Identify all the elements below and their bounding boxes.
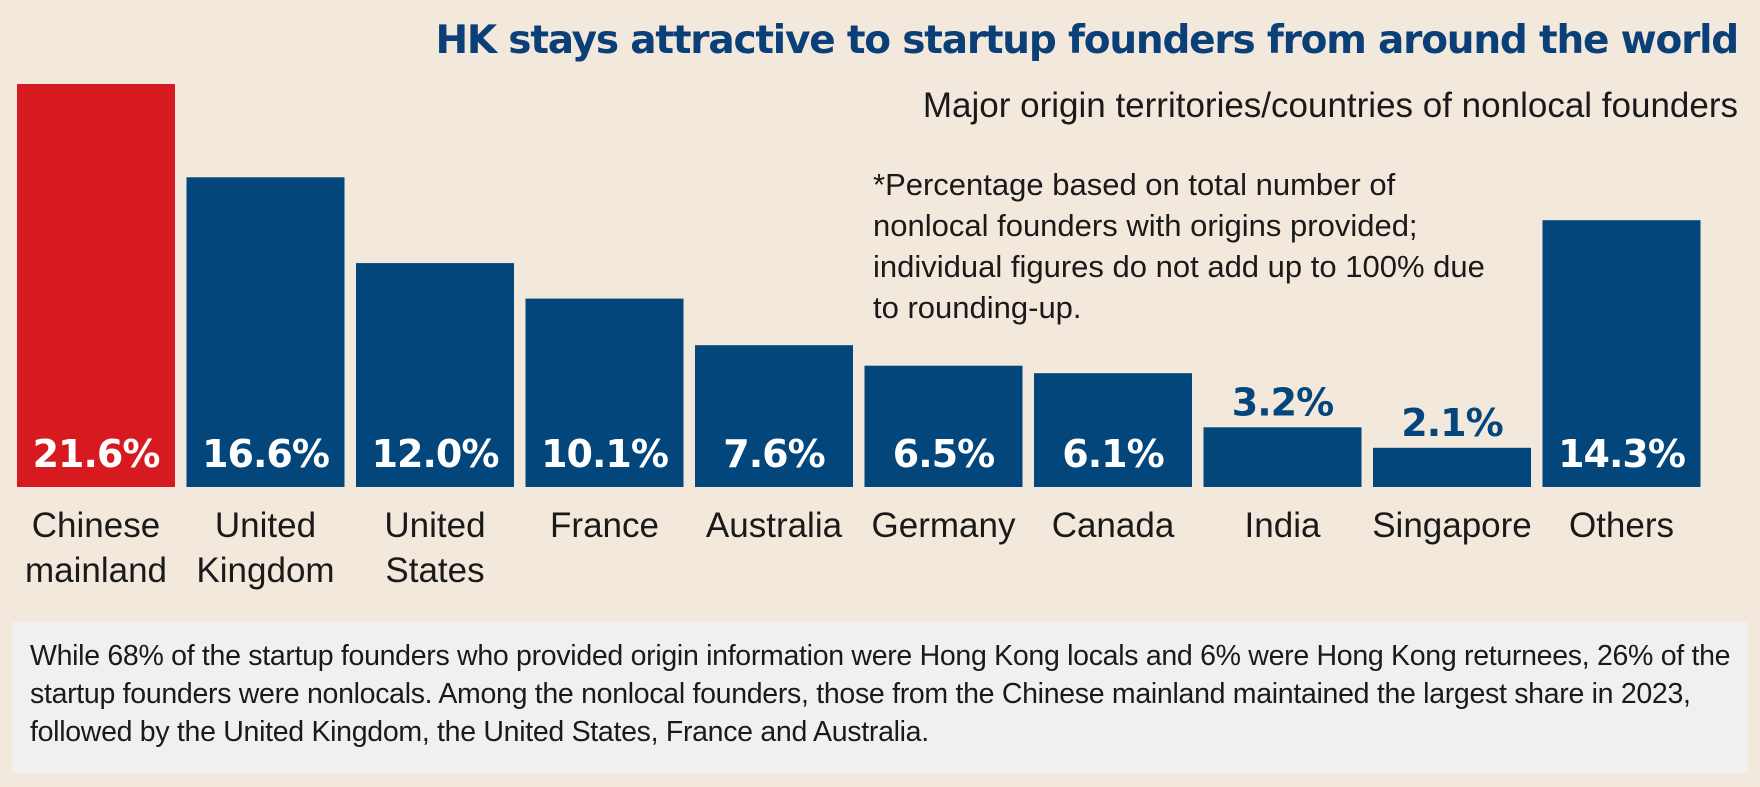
value-label-6: 6.1% [1062,432,1163,476]
category-label-4-0: Australia [706,506,843,545]
value-label-5: 6.5% [893,432,994,476]
footnote: *Percentage based on total number of non… [873,167,1485,325]
value-label-7: 3.2% [1232,380,1333,424]
value-label-3: 10.1% [541,432,668,476]
value-label-4: 7.6% [723,432,824,476]
bar-9 [1542,220,1701,487]
category-label-5-0: Germany [872,506,1016,545]
value-label-9: 14.3% [1558,432,1685,476]
bar-4 [695,345,853,487]
value-label-0: 21.6% [33,432,160,476]
bar-3 [525,298,684,487]
category-label-2-1: States [385,551,484,590]
bar-5 [864,365,1023,487]
chart-subtitle: Major origin territories/countries of no… [922,86,1738,125]
category-label-0-0: Chinese [32,506,160,545]
chart-title: HK stays attractive to startup founders … [435,18,1739,63]
category-label-9-0: Others [1569,506,1674,545]
bar-6 [1034,373,1192,487]
category-label-2-0: United [384,506,485,545]
bar-1 [186,177,345,488]
bar-7 [1203,427,1362,487]
category-label-6-0: Canada [1052,506,1175,545]
category-label-1-0: United [215,506,316,545]
category-label-3-0: France [550,506,659,545]
category-label-8-0: Singapore [1372,506,1532,545]
category-label-1-1: Kingdom [196,551,334,590]
bar-2 [356,263,514,487]
category-label-0-1: mainland [25,551,167,590]
value-label-1: 16.6% [202,432,329,476]
value-label-2: 12.0% [372,432,499,476]
summary-box: While 68% of the startup founders who pr… [12,622,1748,773]
bar-0 [17,84,175,487]
bar-8 [1373,447,1531,487]
category-label-7-0: India [1245,506,1321,545]
value-label-8: 2.1% [1401,401,1502,445]
